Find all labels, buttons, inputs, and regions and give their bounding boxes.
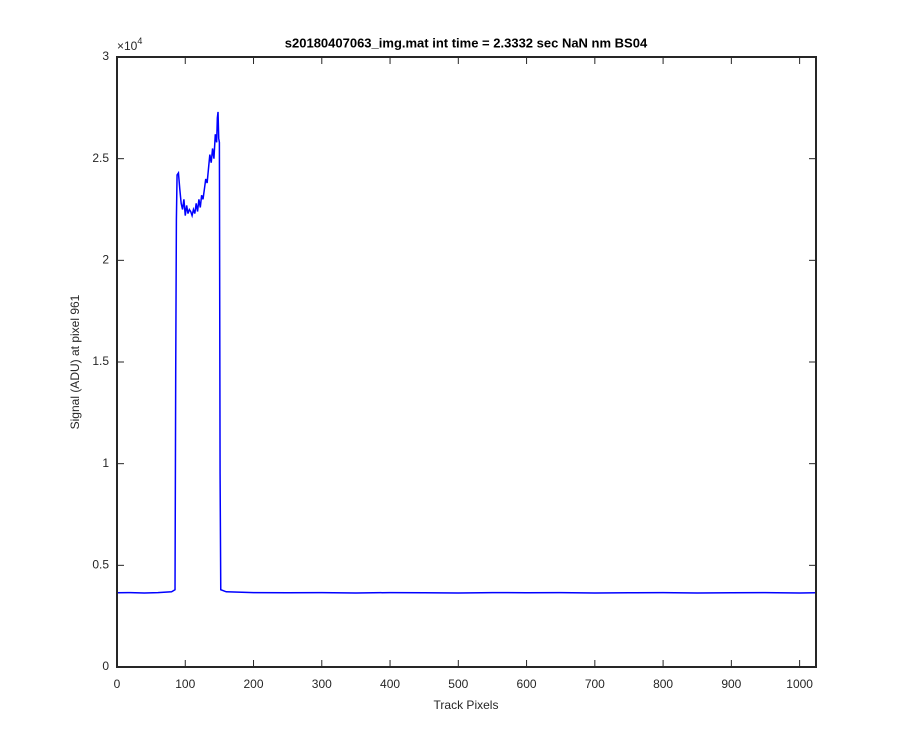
axes-box <box>116 56 817 668</box>
y-multiplier-base: ×10 <box>117 39 138 53</box>
y-tick-label: 1 <box>102 456 109 470</box>
y-tick-label: 3 <box>102 49 109 63</box>
y-tick-label: 0.5 <box>92 558 109 572</box>
x-tick-label: 100 <box>175 677 195 691</box>
x-tick-label: 500 <box>448 677 468 691</box>
x-tick-label: 600 <box>517 677 537 691</box>
x-tick-label: 300 <box>312 677 332 691</box>
y-tick-label: 1.5 <box>92 354 109 368</box>
x-tick-label: 0 <box>114 677 121 691</box>
x-tick-label: 400 <box>380 677 400 691</box>
x-tick-label: 1000 <box>786 677 813 691</box>
y-multiplier-power: 4 <box>137 36 142 46</box>
y-tick-label: 0 <box>102 659 109 673</box>
x-tick-label: 800 <box>653 677 673 691</box>
y-multiplier: ×104 <box>117 36 142 53</box>
x-axis-label: Track Pixels <box>434 698 499 712</box>
y-tick-label: 2.5 <box>92 151 109 165</box>
x-tick-label: 200 <box>244 677 264 691</box>
y-tick-label: 2 <box>102 253 109 267</box>
x-tick-label: 900 <box>721 677 741 691</box>
data-line <box>116 111 817 594</box>
chart-title: s20180407063_img.mat int time = 2.3332 s… <box>285 35 648 50</box>
y-axis-label: Signal (ADU) at pixel 961 <box>68 294 82 429</box>
x-tick-label: 700 <box>585 677 605 691</box>
